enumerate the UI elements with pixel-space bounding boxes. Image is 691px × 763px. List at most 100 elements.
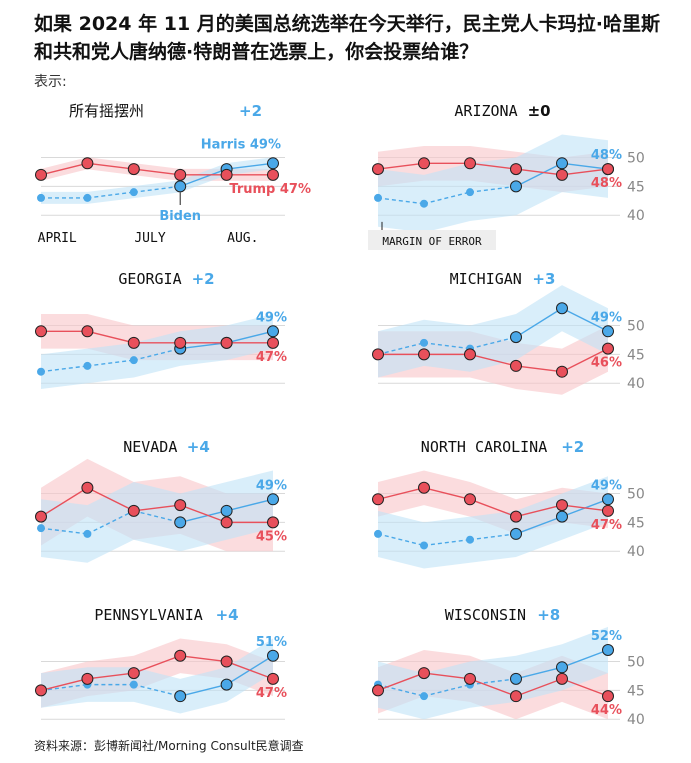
panel-6-harris-point-6 <box>602 493 614 506</box>
panel-1-harris-label: Harris 49% <box>201 137 281 152</box>
panel-6-trump-segment-1 <box>377 487 425 500</box>
panel-8-lead: +8 <box>537 606 560 624</box>
panel-5-trump-segment-2 <box>87 487 135 512</box>
panel-3-trump-segment-2 <box>87 330 134 344</box>
panel-1-harris-point-1 <box>37 193 45 202</box>
panel-5-harris-segment-1 <box>40 527 88 535</box>
panel-6-harris-segment-1 <box>377 533 425 547</box>
panel-8-trump-point-3 <box>464 672 476 685</box>
panel-2-harris-segment-3 <box>469 185 517 193</box>
panel-6-harris-segment-2 <box>423 538 471 547</box>
panel-1-harris-band <box>41 157 273 204</box>
panel-7-trump-point-3 <box>127 667 140 680</box>
panel-5-trump-segment-1 <box>40 487 88 518</box>
panel-7-lead: +4 <box>216 606 239 624</box>
panel-3-harris-label: 49% <box>256 310 287 325</box>
panel-5-harris-point-1 <box>37 524 45 533</box>
panel-1-harris-segment-3 <box>133 185 181 193</box>
panel-8-harris-point-6 <box>602 644 614 656</box>
panel-3-lead: +2 <box>192 270 215 288</box>
panel-2-harris-point-1 <box>374 193 382 202</box>
panel-7-trump-label: 47% <box>256 686 287 701</box>
panel-5-trump-point-3 <box>127 504 140 517</box>
panel-2-ytick-45: 45 <box>627 179 645 195</box>
source-note: 资料来源：彭博新闻社/Morning Consult民意调查 <box>34 739 304 753</box>
panel-2-trump-segment-5 <box>561 168 609 176</box>
panel-3-harris-band <box>41 314 273 389</box>
panel-2-harris-point-4 <box>510 180 522 193</box>
panel-5-trump-segment-4 <box>179 504 227 524</box>
panel-6-harris-label: 49% <box>591 478 622 493</box>
panel-4-harris-segment-3 <box>469 336 517 350</box>
panel-1-trump-point-3 <box>127 163 140 176</box>
panel-2-harris-point-5 <box>556 157 568 170</box>
panel-7-harris-label: 51% <box>256 635 287 650</box>
panel-4-harris-segment-1 <box>377 342 425 356</box>
panel-7-trump-point-1 <box>35 684 47 697</box>
panel-3-harris-point-2 <box>83 361 92 370</box>
panel-8-ytick-40: 40 <box>627 712 645 728</box>
panel-8-trump-point-2 <box>418 667 430 680</box>
panel-4-trump-point-6 <box>602 342 614 355</box>
panel-4-trump-point-2 <box>418 348 430 361</box>
panel-1-xtick-2: JULY <box>134 231 165 246</box>
panel-8-trump-segment-1 <box>377 672 425 692</box>
panel-1-title: 所有摇摆州 <box>69 102 144 120</box>
panel-5-harris-point-2 <box>83 529 92 538</box>
panel-6-ytick-50: 50 <box>627 487 645 503</box>
panel-3-trump-point-5 <box>220 336 233 349</box>
panel-4-harris-segment-4 <box>515 307 563 338</box>
panel-8-harris-point-5 <box>556 661 568 674</box>
panel-4-trump-point-1 <box>372 348 384 361</box>
panel-7-trump-segment-3 <box>133 655 181 674</box>
panel-4-harris-point-5 <box>556 302 568 315</box>
panel-4-harris-point-6 <box>602 325 614 338</box>
panel-2-trump-point-1 <box>372 163 384 176</box>
panel-8-trump-segment-4 <box>515 678 563 697</box>
panel-4-trump-point-3 <box>464 348 476 361</box>
panel-1-biden-label: Biden <box>159 209 201 224</box>
panel-3-harris-segment-1 <box>40 365 88 373</box>
panel-4-lead: +3 <box>532 270 555 288</box>
panel-5-trump-point-5 <box>220 516 233 529</box>
panel-6-lead: +2 <box>561 438 584 456</box>
panel-1-harris-point-3 <box>129 188 138 197</box>
panel-4-harris-point-2 <box>420 338 428 347</box>
panel-2-harris-segment-5 <box>561 162 609 170</box>
panel-8-ytick-45: 45 <box>627 683 645 699</box>
panel-5-harris-label: 49% <box>256 478 287 493</box>
panel-8-harris-band <box>378 626 608 720</box>
panel-1-lead: +2 <box>239 102 262 120</box>
panel-8-harris-point-4 <box>510 672 522 685</box>
panel-8-trump-point-6 <box>602 690 614 703</box>
panel-6-harris-segment-4 <box>515 515 563 535</box>
panel-6-trump-point-5 <box>556 499 568 512</box>
panel-7-harris-segment-3 <box>133 683 181 697</box>
panel-4-trump-segment-3 <box>469 353 517 367</box>
panel-7-trump-point-5 <box>220 655 233 668</box>
panel-8-harris-segment-4 <box>515 666 563 680</box>
panel-3-harris-segment-3 <box>133 347 181 361</box>
panel-4-trump-segment-4 <box>515 365 563 373</box>
panel-1-trump-point-2 <box>81 157 94 170</box>
panel-8-harris-segment-1 <box>377 683 425 697</box>
panel-3-trump-label: 47% <box>256 350 287 365</box>
panel-6-trump-label: 47% <box>591 518 622 533</box>
panel-7-harris-point-5 <box>220 678 233 691</box>
panel-5-trump-label: 45% <box>256 529 287 544</box>
chart-subtitle: 表示: <box>34 74 67 90</box>
panel-5-trump-point-6 <box>267 516 279 529</box>
panel-2-trump-point-6 <box>602 163 614 176</box>
panel-1-harris-point-2 <box>83 193 92 202</box>
panel-7-trump-segment-5 <box>226 660 274 680</box>
panel-6-trump-segment-3 <box>469 498 517 518</box>
panel-2-harris-point-3 <box>466 188 474 197</box>
panel-4-trump-point-5 <box>556 365 568 378</box>
panel-2-ytick-50: 50 <box>627 151 645 167</box>
panel-6-trump-segment-2 <box>423 487 471 500</box>
panel-4-harris-point-4 <box>510 331 522 344</box>
panel-5-harris-point-6 <box>267 493 279 506</box>
panel-1-trump-segment-3 <box>133 168 181 176</box>
panel-6-title: NORTH CAROLINA <box>421 438 547 456</box>
panel-2-harris-band <box>378 134 608 233</box>
